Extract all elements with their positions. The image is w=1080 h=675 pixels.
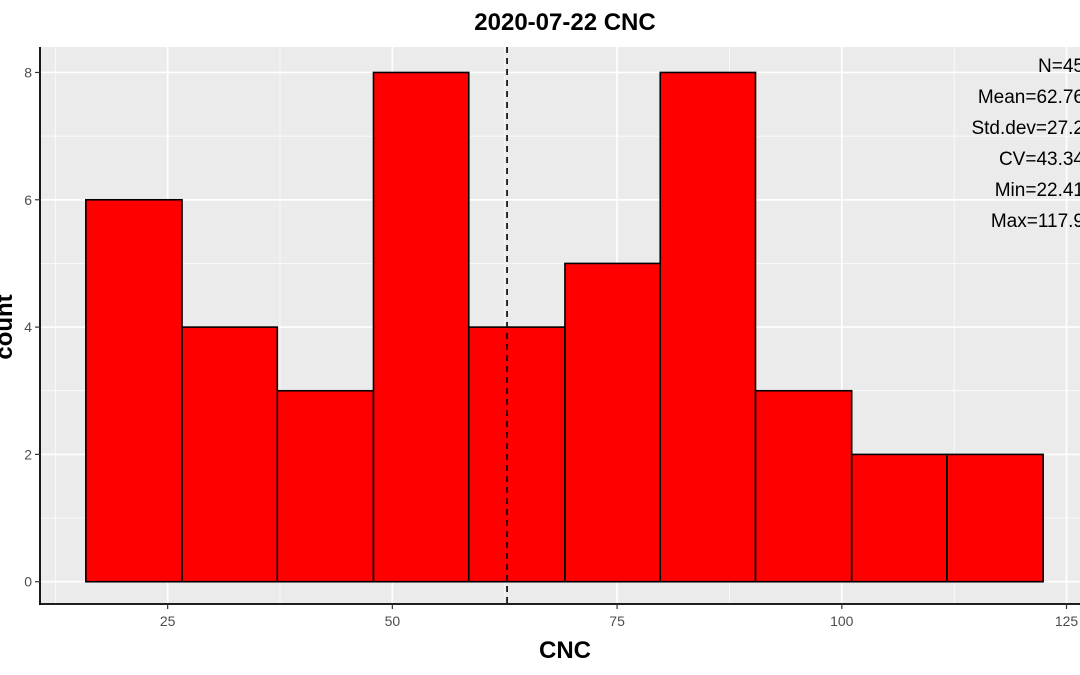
x-tick-label: 100 <box>830 613 854 629</box>
y-tick-label: 8 <box>24 64 32 80</box>
x-tick-label: 50 <box>385 613 401 629</box>
histogram-bar <box>754 389 853 583</box>
x-axis-ticks: 25 50 75 100 125 <box>160 604 1079 629</box>
y-axis-ticks: 0 2 4 6 8 <box>24 64 40 590</box>
histogram-bar <box>276 389 375 583</box>
histogram-bar <box>372 71 470 583</box>
y-tick-label: 0 <box>24 574 32 590</box>
stats-annotation: N=45 Mean=62.76 Std.dev=27.2 CV=43.34 Min=22… <box>971 56 1080 232</box>
y-tick-label: 6 <box>24 192 32 208</box>
histogram-bar <box>181 326 279 583</box>
stat-line: Min=22.41 <box>995 180 1080 201</box>
histogram-bar <box>467 326 566 583</box>
axes <box>39 47 1080 605</box>
histogram-bar <box>85 198 183 583</box>
y-tick-label: 2 <box>24 446 32 462</box>
stat-line: Mean=62.76 <box>978 87 1080 108</box>
histogram-bar <box>564 262 662 583</box>
y-axis-title: count <box>0 294 18 359</box>
x-tick-label: 25 <box>160 613 176 629</box>
chart-title: 2020-07-22 CNC <box>474 9 655 36</box>
x-axis-title: CNC <box>539 637 591 664</box>
x-tick-label: 75 <box>609 613 625 629</box>
stat-line: CV=43.34 <box>999 149 1080 170</box>
x-tick-label: 125 <box>1055 613 1079 629</box>
stat-line: Std.dev=27.2 <box>971 118 1080 139</box>
histogram-bar <box>850 453 948 583</box>
histogram-bars <box>85 71 1044 583</box>
stat-line: Max=117.9 <box>991 211 1080 232</box>
stat-line: N=45 <box>1038 56 1080 77</box>
y-tick-label: 4 <box>24 319 32 335</box>
histogram-bar <box>659 71 757 583</box>
histogram-bar <box>946 453 1044 583</box>
